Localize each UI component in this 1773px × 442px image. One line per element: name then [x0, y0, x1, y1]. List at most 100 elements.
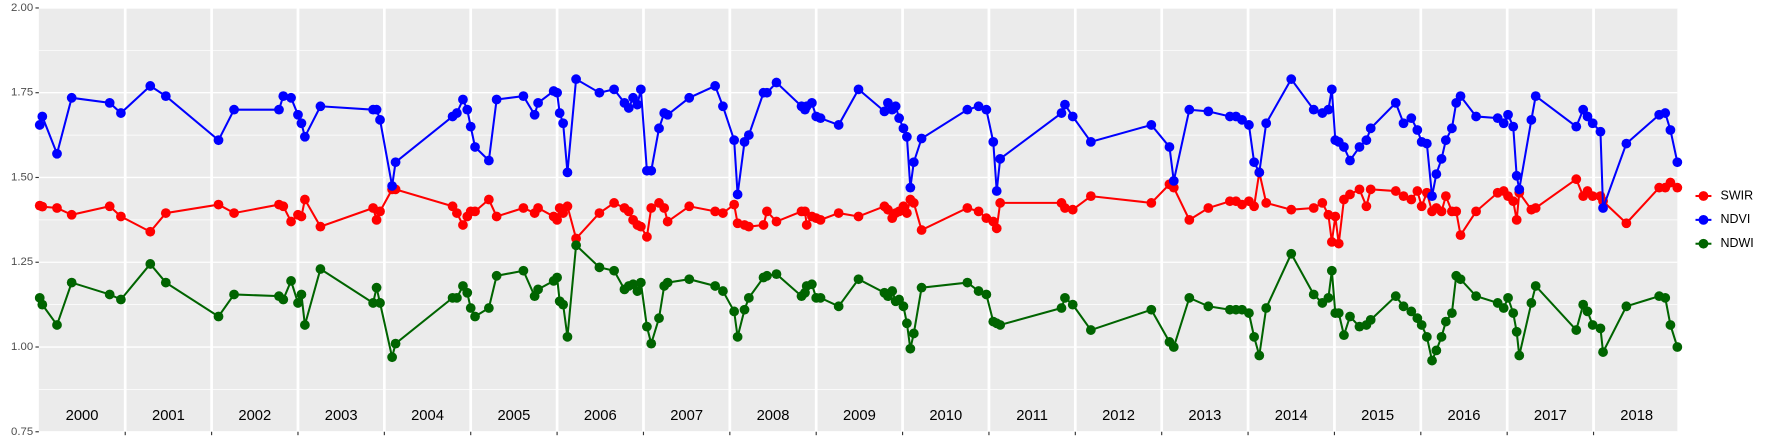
data-point [898, 301, 909, 312]
data-point [529, 109, 540, 120]
data-point [145, 226, 156, 237]
data-point [1261, 118, 1272, 129]
data-point [609, 198, 619, 208]
data-point [1440, 191, 1451, 202]
data-point [1595, 126, 1606, 137]
data-point [1514, 184, 1525, 195]
data-point [1146, 304, 1157, 315]
data-point [801, 220, 812, 230]
data-point [518, 91, 529, 101]
data-point [116, 211, 126, 222]
data-point [623, 206, 634, 217]
data-point [1056, 303, 1067, 313]
data-point [518, 203, 529, 213]
data-point [662, 109, 673, 120]
data-point [1261, 303, 1272, 313]
data-point [771, 216, 782, 227]
year-label: 2013 [1188, 408, 1221, 424]
year-label: 2010 [929, 408, 962, 424]
data-point [213, 135, 224, 146]
data-point [1254, 167, 1265, 178]
y-tick-label: 1.75 [11, 87, 33, 99]
data-point [1184, 292, 1195, 303]
data-point [732, 189, 743, 200]
data-point [37, 299, 48, 310]
data-point [594, 87, 605, 98]
data-point [160, 208, 171, 218]
data-point [1571, 121, 1582, 132]
data-point [662, 277, 673, 288]
data-point [1503, 109, 1513, 120]
data-point [116, 294, 126, 305]
data-point [853, 84, 864, 95]
data-point [1237, 114, 1247, 125]
data-point [299, 320, 310, 330]
data-point [34, 120, 45, 130]
data-point [1354, 142, 1365, 152]
data-point [558, 299, 569, 310]
data-point [571, 74, 581, 85]
y-tick-label: 0.75 [11, 426, 33, 438]
data-point [718, 286, 728, 296]
data-point [66, 277, 77, 288]
data-point [1249, 157, 1259, 168]
data-point [562, 201, 573, 212]
data-point [654, 123, 664, 134]
data-point [116, 108, 126, 118]
data-point [371, 104, 382, 115]
data-point [571, 240, 581, 251]
data-point [1146, 120, 1157, 130]
data-point [1345, 189, 1355, 200]
data-point [981, 104, 992, 115]
data-point [1582, 111, 1593, 122]
y-tick-label: 1.00 [11, 341, 33, 353]
data-point [465, 121, 476, 132]
data-point [609, 84, 619, 95]
data-point [1406, 113, 1417, 124]
data-point [718, 208, 728, 218]
data-point [1339, 142, 1349, 152]
data-point [1455, 230, 1466, 241]
data-point [274, 104, 284, 115]
data-point [800, 206, 810, 217]
data-point [1598, 347, 1608, 357]
data-point [483, 194, 494, 205]
data-point [533, 284, 543, 295]
data-point [905, 343, 916, 354]
data-point [995, 320, 1006, 330]
data-point [729, 135, 740, 146]
data-point [732, 331, 743, 342]
data-point [518, 265, 529, 276]
data-point [1060, 99, 1070, 110]
data-point [1067, 299, 1078, 310]
data-point [718, 101, 728, 112]
data-point [771, 269, 782, 279]
data-point [1447, 308, 1457, 318]
data-point [1621, 138, 1632, 149]
data-point [1511, 170, 1522, 181]
data-point [1526, 298, 1537, 308]
data-point [815, 113, 826, 124]
data-point [1665, 177, 1676, 188]
data-point [833, 120, 844, 130]
data-point [879, 106, 890, 117]
year-label: 2004 [411, 408, 444, 424]
data-point [1168, 342, 1179, 352]
data-point [646, 165, 657, 176]
data-point [296, 211, 307, 222]
data-point [1168, 182, 1179, 193]
data-point [458, 94, 468, 105]
data-point [1184, 104, 1195, 115]
data-point [1440, 135, 1451, 146]
data-point [465, 303, 476, 313]
data-point [1168, 175, 1179, 186]
data-point [962, 104, 973, 115]
data-point [684, 92, 695, 103]
data-point [286, 92, 296, 103]
data-point [758, 220, 769, 230]
data-point [52, 148, 62, 159]
data-point [1431, 345, 1442, 356]
data-point [632, 286, 643, 296]
data-point [293, 109, 303, 120]
